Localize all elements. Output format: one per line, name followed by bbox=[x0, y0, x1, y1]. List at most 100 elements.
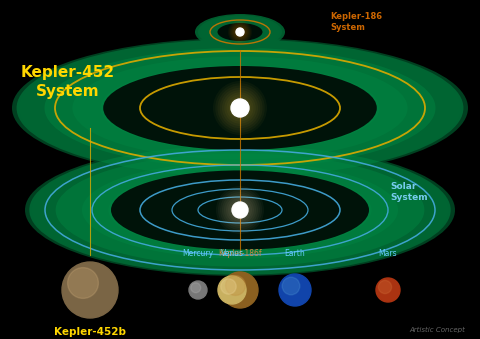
Circle shape bbox=[232, 202, 248, 218]
Circle shape bbox=[376, 278, 400, 302]
Ellipse shape bbox=[75, 159, 405, 261]
Circle shape bbox=[231, 99, 249, 117]
Text: Kepler-452b: Kepler-452b bbox=[54, 327, 126, 337]
Ellipse shape bbox=[111, 171, 369, 250]
Ellipse shape bbox=[32, 146, 448, 274]
Ellipse shape bbox=[161, 186, 319, 234]
Ellipse shape bbox=[54, 153, 426, 267]
Ellipse shape bbox=[104, 168, 376, 252]
Ellipse shape bbox=[156, 82, 324, 134]
Ellipse shape bbox=[82, 161, 398, 259]
Ellipse shape bbox=[184, 91, 296, 125]
Circle shape bbox=[282, 277, 300, 295]
Ellipse shape bbox=[201, 16, 279, 47]
Text: Kepler-452
System: Kepler-452 System bbox=[21, 65, 115, 99]
Ellipse shape bbox=[204, 18, 276, 46]
Ellipse shape bbox=[125, 175, 355, 245]
Ellipse shape bbox=[81, 59, 399, 157]
Ellipse shape bbox=[47, 151, 433, 270]
Ellipse shape bbox=[88, 61, 392, 155]
Text: Venus: Venus bbox=[220, 249, 243, 258]
Ellipse shape bbox=[161, 186, 319, 234]
Circle shape bbox=[226, 276, 245, 295]
Ellipse shape bbox=[83, 162, 397, 258]
Ellipse shape bbox=[218, 203, 262, 217]
Ellipse shape bbox=[111, 171, 369, 250]
Ellipse shape bbox=[183, 193, 297, 227]
Circle shape bbox=[62, 262, 118, 318]
Ellipse shape bbox=[25, 144, 455, 276]
Ellipse shape bbox=[187, 92, 293, 124]
Ellipse shape bbox=[39, 148, 441, 272]
Ellipse shape bbox=[213, 21, 267, 43]
Ellipse shape bbox=[29, 145, 451, 275]
Ellipse shape bbox=[61, 155, 419, 265]
Circle shape bbox=[279, 274, 311, 306]
Ellipse shape bbox=[119, 71, 361, 145]
Ellipse shape bbox=[187, 194, 293, 226]
Text: Solar
System: Solar System bbox=[390, 182, 428, 202]
Ellipse shape bbox=[96, 166, 384, 254]
Circle shape bbox=[236, 28, 244, 36]
Ellipse shape bbox=[212, 99, 268, 117]
Ellipse shape bbox=[108, 170, 372, 251]
Circle shape bbox=[236, 103, 244, 113]
Ellipse shape bbox=[103, 66, 377, 150]
Ellipse shape bbox=[111, 68, 369, 148]
Ellipse shape bbox=[27, 43, 453, 173]
Ellipse shape bbox=[68, 157, 412, 263]
Ellipse shape bbox=[156, 82, 324, 134]
Text: Mercury: Mercury bbox=[182, 249, 214, 258]
Ellipse shape bbox=[226, 205, 254, 214]
Ellipse shape bbox=[190, 195, 290, 225]
Ellipse shape bbox=[168, 188, 312, 232]
Ellipse shape bbox=[225, 103, 255, 113]
Circle shape bbox=[191, 283, 201, 293]
Ellipse shape bbox=[228, 27, 252, 37]
Ellipse shape bbox=[216, 22, 264, 42]
Ellipse shape bbox=[237, 31, 243, 33]
Ellipse shape bbox=[100, 65, 380, 151]
Ellipse shape bbox=[219, 24, 261, 40]
Ellipse shape bbox=[58, 52, 422, 164]
Ellipse shape bbox=[195, 14, 285, 50]
Ellipse shape bbox=[231, 28, 249, 36]
Ellipse shape bbox=[210, 99, 270, 117]
Circle shape bbox=[221, 279, 236, 294]
Ellipse shape bbox=[234, 29, 246, 34]
Ellipse shape bbox=[149, 80, 331, 136]
Ellipse shape bbox=[132, 177, 348, 243]
Circle shape bbox=[68, 267, 98, 298]
Ellipse shape bbox=[133, 75, 347, 141]
Text: Kepler-186
System: Kepler-186 System bbox=[330, 12, 382, 32]
Ellipse shape bbox=[217, 101, 263, 115]
Ellipse shape bbox=[204, 199, 276, 221]
Ellipse shape bbox=[202, 96, 278, 120]
Ellipse shape bbox=[96, 64, 384, 152]
Ellipse shape bbox=[140, 179, 340, 241]
Ellipse shape bbox=[164, 85, 316, 131]
Ellipse shape bbox=[172, 87, 308, 129]
Ellipse shape bbox=[179, 89, 301, 127]
Ellipse shape bbox=[141, 78, 339, 138]
Ellipse shape bbox=[118, 173, 362, 247]
Ellipse shape bbox=[126, 73, 354, 143]
Ellipse shape bbox=[35, 45, 445, 171]
Ellipse shape bbox=[42, 47, 438, 169]
Ellipse shape bbox=[12, 38, 468, 178]
Ellipse shape bbox=[194, 94, 286, 122]
Ellipse shape bbox=[73, 57, 407, 159]
Circle shape bbox=[189, 281, 207, 299]
Text: Kepler-186f: Kepler-186f bbox=[218, 249, 262, 258]
Text: Mars: Mars bbox=[379, 249, 397, 258]
Ellipse shape bbox=[214, 202, 266, 218]
Ellipse shape bbox=[210, 20, 270, 44]
Ellipse shape bbox=[198, 15, 282, 49]
Circle shape bbox=[238, 30, 242, 34]
Ellipse shape bbox=[135, 178, 345, 242]
Circle shape bbox=[236, 206, 244, 214]
Ellipse shape bbox=[207, 19, 273, 45]
Ellipse shape bbox=[128, 74, 352, 142]
Circle shape bbox=[378, 280, 392, 294]
Ellipse shape bbox=[147, 181, 333, 239]
